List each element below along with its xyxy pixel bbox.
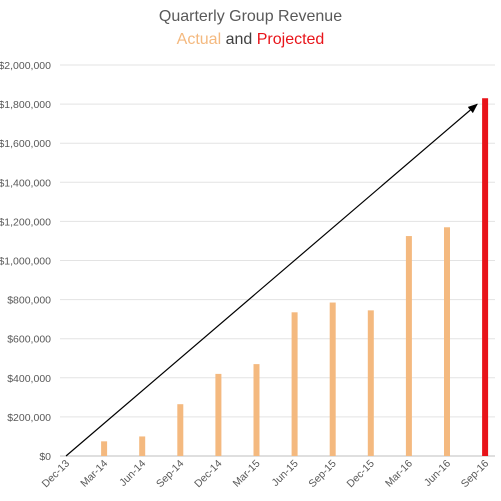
- bar: [253, 364, 260, 456]
- y-tick-label: $800,000: [7, 295, 51, 307]
- y-tick-label: $1,000,000: [0, 256, 51, 268]
- chart-title: Quarterly Group Revenue: [158, 8, 343, 25]
- y-tick-label: $0: [39, 451, 51, 463]
- y-tick-label: $1,200,000: [0, 216, 51, 228]
- x-tick-label: Mar-16: [383, 458, 415, 490]
- gridlines: [60, 64, 495, 457]
- y-tick-label: $400,000: [7, 373, 51, 385]
- bar: [405, 236, 412, 456]
- bar: [139, 436, 146, 456]
- x-tick-label: Jun-16: [422, 458, 453, 489]
- bar: [101, 441, 108, 456]
- bar: [367, 310, 374, 456]
- trend-arrow-layer: [65, 103, 478, 457]
- x-axis-tick-labels: Dec-13 Mar-14 Jun-14 Sep-14 Dec-14 Mar-15 Jun-…: [40, 458, 492, 491]
- bar: [329, 302, 336, 456]
- subtitle-and: and: [225, 31, 253, 48]
- x-tick-label: Jun-14: [117, 458, 148, 489]
- y-tick-label: $2,000,000: [0, 60, 51, 72]
- x-tick-label: Dec-15: [344, 458, 377, 491]
- y-tick-label: $1,800,000: [0, 99, 51, 111]
- y-axis-tick-labels: $0 $200,000 $400,000 $600,000 $800,000 $1,000…: [0, 60, 51, 463]
- x-tick-label: Mar-15: [231, 458, 263, 490]
- x-tick-label: Mar-14: [78, 458, 110, 490]
- bars: [101, 98, 489, 457]
- x-tick-label: Jun-15: [270, 458, 301, 489]
- bar: [177, 404, 184, 456]
- y-tick-label: $200,000: [7, 412, 51, 424]
- y-tick-label: $1,400,000: [0, 177, 51, 189]
- x-tick-label: Sep-14: [154, 458, 187, 491]
- y-tick-label: $1,600,000: [0, 138, 51, 150]
- subtitle-actual: Actual: [176, 31, 222, 48]
- chart-subtitle: Actual and Projected: [0, 31, 501, 49]
- trend-arrow: [65, 103, 478, 457]
- x-tick-label: Dec-14: [192, 458, 225, 491]
- x-tick-label: Sep-15: [306, 458, 339, 491]
- bar: [215, 373, 222, 456]
- bar: [444, 227, 450, 456]
- subtitle-projected: Projected: [256, 31, 325, 48]
- bar: [291, 312, 298, 456]
- y-tick-label: $600,000: [7, 334, 51, 346]
- x-tick-label: Sep-16: [459, 458, 492, 491]
- bar: [482, 98, 489, 457]
